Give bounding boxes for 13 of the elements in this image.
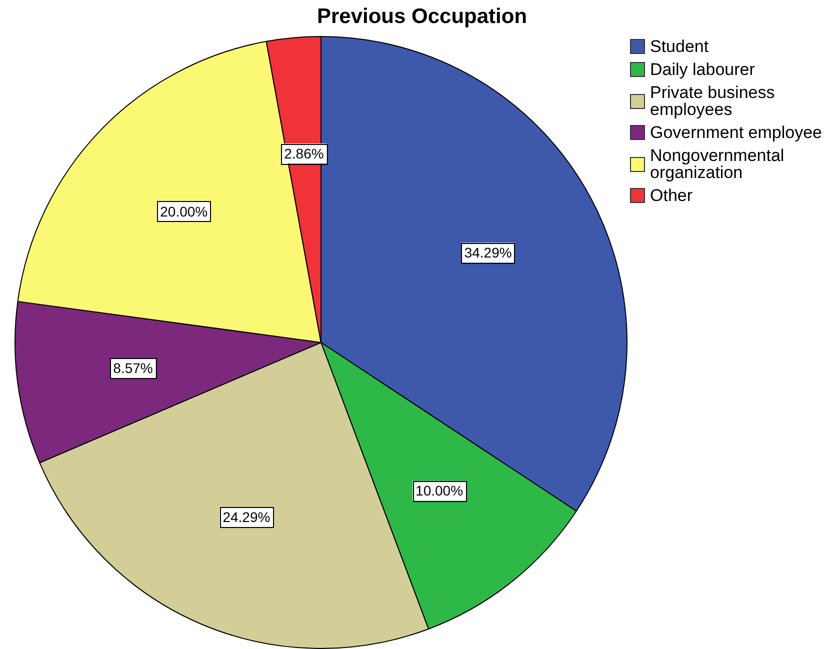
legend-label: Private business employees [650, 83, 776, 119]
data-label: 24.29% [222, 508, 270, 525]
chart-title: Previous Occupation [316, 4, 528, 30]
data-label: 8.57% [113, 360, 153, 376]
legend-label: Nongovernmental organization [650, 146, 786, 182]
legend-label: Other [650, 186, 694, 205]
data-label: 10.00% [416, 482, 464, 499]
legend-label: Daily labourer [650, 60, 756, 79]
legend-label: Government employee [650, 123, 823, 142]
legend-label: Student [650, 37, 710, 56]
data-label: 34.29% [464, 244, 512, 260]
data-label: 20.00% [160, 203, 208, 220]
data-label: 2.86% [284, 145, 324, 162]
